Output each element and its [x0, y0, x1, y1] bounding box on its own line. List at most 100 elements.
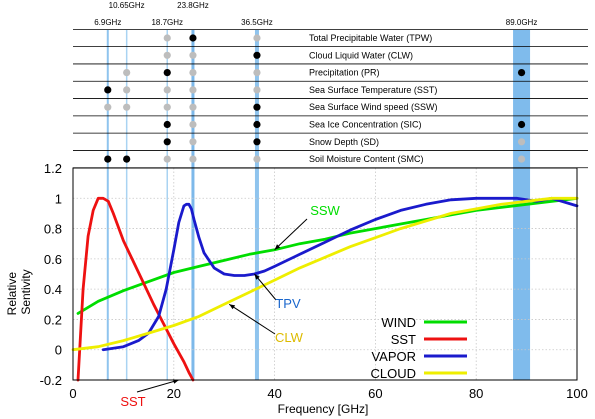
table-dot [104, 103, 112, 111]
table-row-label: Precipitation (PR) [309, 68, 380, 78]
y-tick-label: 0 [55, 343, 62, 358]
table-dot [253, 120, 261, 129]
table-dot [189, 86, 197, 94]
annotation-label: CLW [275, 330, 304, 345]
chart-annotations: SSW TPV CLW SST [120, 203, 340, 409]
band-label: 36.5GHz [241, 18, 273, 27]
annotation-arrow [254, 273, 277, 301]
legend-label: CLOUD [370, 366, 416, 381]
table-dot [123, 103, 131, 111]
annotation-arrowhead [274, 244, 281, 250]
y-tick-label: 0.2 [44, 312, 62, 327]
table-dot [104, 86, 112, 94]
series-lines [71, 167, 579, 382]
annotation-label: SST [120, 394, 145, 409]
table-dot [163, 69, 171, 77]
table-row-label: Soil Moisture Content (SMC) [309, 154, 424, 164]
axis-ticks: -0.2 0 0.2 0.4 0.6 0.8 1 1.2 0 20 40 60 80 100 [40, 161, 588, 401]
band-bar-23.8GHz [191, 30, 195, 380]
x-axis-label: Frequency [GHz] [278, 402, 369, 416]
y-axis-label-line-1: Relative [5, 272, 19, 316]
table-dot [123, 86, 131, 94]
table-row-label: Snow Depth (SD) [309, 137, 379, 147]
table-dot [189, 103, 197, 111]
table-dot [189, 51, 197, 59]
band-label: 6.9GHz [94, 18, 121, 27]
band-bar-10.65GHz [125, 30, 128, 380]
product-table: Total Precipitable Water (TPW) Cloud Liqu… [73, 28, 588, 169]
band-label: 89.0GHz [506, 18, 538, 27]
table-dot [253, 34, 261, 42]
table-dot [253, 155, 261, 163]
annotation-arrowhead [254, 274, 260, 280]
table-row-label: Sea Surface Wind speed (SSW) [309, 102, 438, 112]
y-tick-label: 0.8 [44, 222, 62, 237]
table-dot [253, 86, 261, 94]
table-dot [189, 69, 197, 77]
table-row-label: Sea Surface Temperature (SST) [309, 85, 437, 95]
legend-label: VAPOR [371, 349, 416, 364]
annotation-arrowhead [172, 379, 179, 384]
y-tick-label: 0.6 [44, 252, 62, 267]
x-tick-label: 80 [469, 386, 483, 401]
table-dot [517, 120, 526, 129]
table-dot [517, 138, 526, 146]
x-tick-label: 100 [566, 386, 588, 401]
x-tick-label: 0 [69, 386, 76, 401]
table-dot [163, 51, 171, 59]
table-dot [253, 103, 261, 111]
table-row-label: Sea Ice Concentration (SIC) [309, 120, 422, 130]
table-dot [163, 34, 171, 42]
table-row-label: Cloud Liquid Water (CLW) [309, 50, 413, 60]
annotation-label: TPV [275, 296, 301, 311]
series-line-vapor [101, 196, 579, 352]
table-dot [163, 155, 171, 163]
band-label: 18.7GHz [151, 18, 183, 27]
plot-frame [72, 167, 578, 381]
series-line-sst [76, 196, 195, 382]
legend-label: SST [391, 332, 416, 347]
table-dot [253, 138, 261, 146]
annotation-arrowhead [229, 304, 236, 310]
x-tick-label: 20 [167, 386, 181, 401]
table-dot [163, 103, 171, 111]
series-line-wind [76, 196, 579, 315]
table-dot [253, 69, 261, 77]
band-bar-18.7GHz [166, 30, 168, 380]
table-dot [189, 138, 197, 146]
chart-legend: WIND SST VAPOR CLOUD [370, 315, 467, 381]
table-dot [253, 51, 261, 59]
x-tick-label: 40 [267, 386, 281, 401]
y-axis-label: Relative Sentivity [5, 269, 33, 316]
table-dot [189, 34, 197, 42]
legend-label: WIND [381, 315, 416, 330]
y-axis-label-line-2: Sentivity [19, 269, 33, 314]
band-bar-6.9GHz [106, 30, 109, 380]
table-dot [104, 155, 112, 163]
y-tick-label: 0.4 [44, 282, 62, 297]
table-dot [189, 120, 197, 129]
table-dot [163, 86, 171, 94]
series-line-cloud [71, 196, 579, 352]
annotation-arrow [274, 218, 308, 251]
band-label: 10.65GHz [109, 1, 145, 10]
band-label: 23.8GHz [177, 1, 209, 10]
annotation-label: SSW [310, 203, 340, 218]
table-dot [163, 138, 171, 146]
band-bar-36.5GHz [254, 30, 259, 380]
table-dot [123, 69, 131, 77]
x-tick-label: 60 [368, 386, 382, 401]
annotation-arrow [136, 379, 179, 393]
chart-grid [72, 167, 578, 381]
table-dot [163, 120, 171, 129]
y-tick-label: 1 [55, 191, 62, 206]
table-dot [123, 155, 131, 163]
table-dot [517, 69, 526, 77]
y-tick-label: 1.2 [44, 161, 62, 176]
y-tick-label: -0.2 [40, 373, 62, 388]
table-dot [517, 155, 526, 163]
table-row-label: Total Precipitable Water (TPW) [309, 33, 432, 43]
annotation-arrow [228, 303, 276, 335]
table-dot [189, 155, 197, 163]
